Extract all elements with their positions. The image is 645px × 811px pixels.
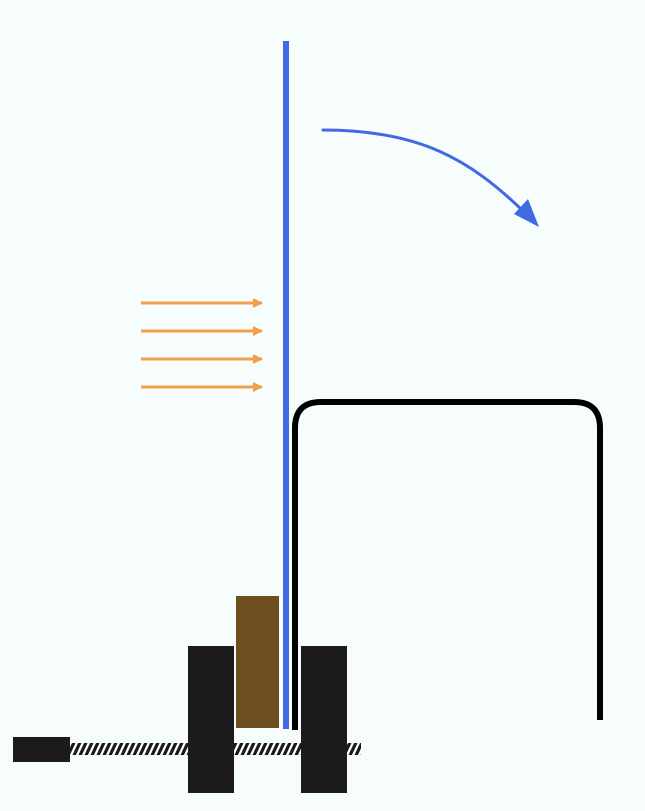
- clamp-block-right: [301, 646, 347, 793]
- screw-handle: [13, 737, 70, 762]
- wood-block: [236, 596, 279, 728]
- force-arrows: [141, 298, 263, 392]
- rotation-arrow-head: [514, 199, 539, 227]
- clamp-block-left: [188, 646, 234, 793]
- rotation-arrow: [321, 128, 524, 212]
- vertical-rod: [283, 41, 289, 729]
- frame-outline: [292, 399, 603, 730]
